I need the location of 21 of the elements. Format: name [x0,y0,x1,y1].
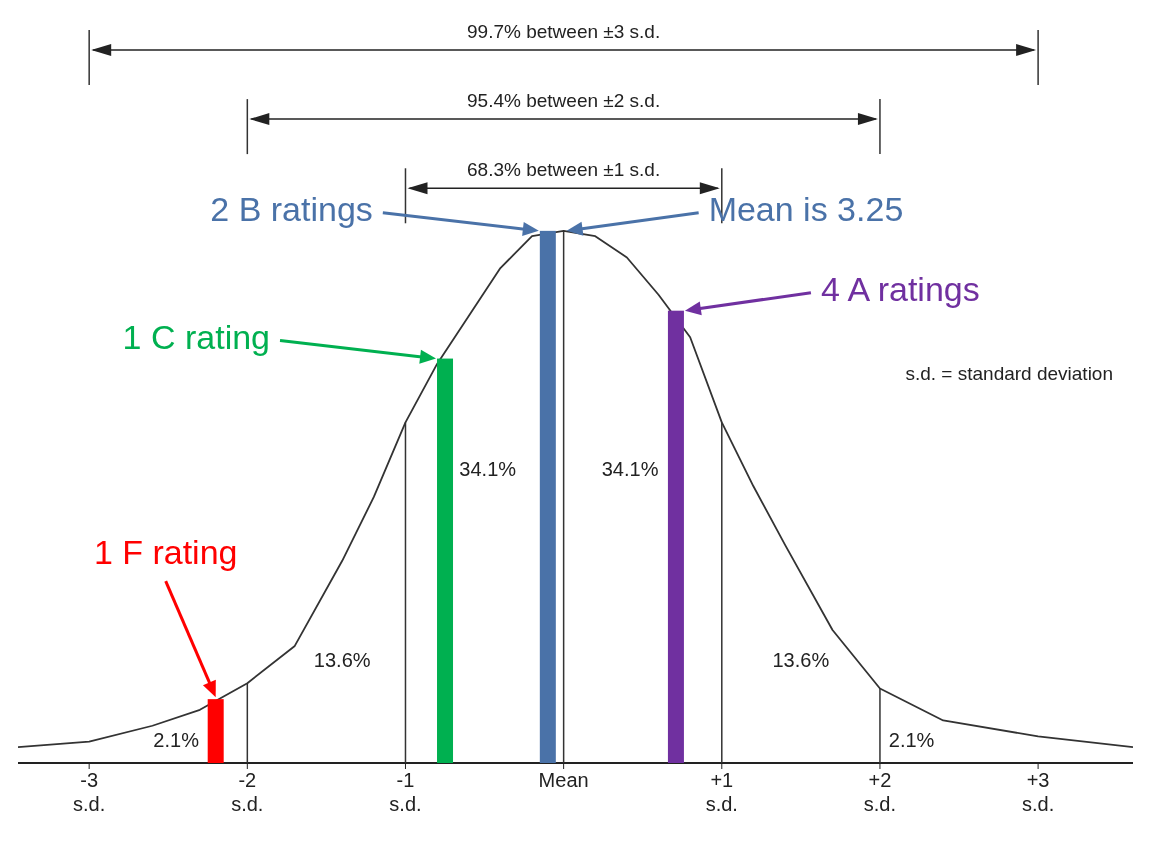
text: 2 B ratings [210,189,373,228]
annotation: 34.1% [601,457,659,480]
annotation: 34.1% [459,457,517,480]
x-tick-label: -2 s.d. [231,769,264,815]
x-tick-label: +3 s.d. [1021,769,1055,815]
annotation: 13.6% [772,649,830,672]
text: 95.4% between ±2 s.d. [467,90,661,112]
text: 99.7% between ±3 s.d. [467,20,661,42]
annotation: s.d. = standard deviation [905,362,1113,384]
annotation: 4 A ratings [820,269,980,308]
x-tick-label: -3 s.d. [73,769,106,815]
annotation: 1 C rating [122,317,271,356]
x-tick-label: Mean [538,769,589,791]
annotation: 2.1% [153,729,200,751]
annotation: 13.6% [313,649,371,672]
text: 68.3% between ±1 s.d. [467,159,661,181]
x-tick-label: +2 s.d. [863,769,897,815]
annotation: 1 F rating [93,533,238,572]
annotation: 2.1% [888,729,935,751]
x-tick-label: +1 s.d. [705,769,738,815]
x-tick-label: -1 s.d. [389,769,422,815]
